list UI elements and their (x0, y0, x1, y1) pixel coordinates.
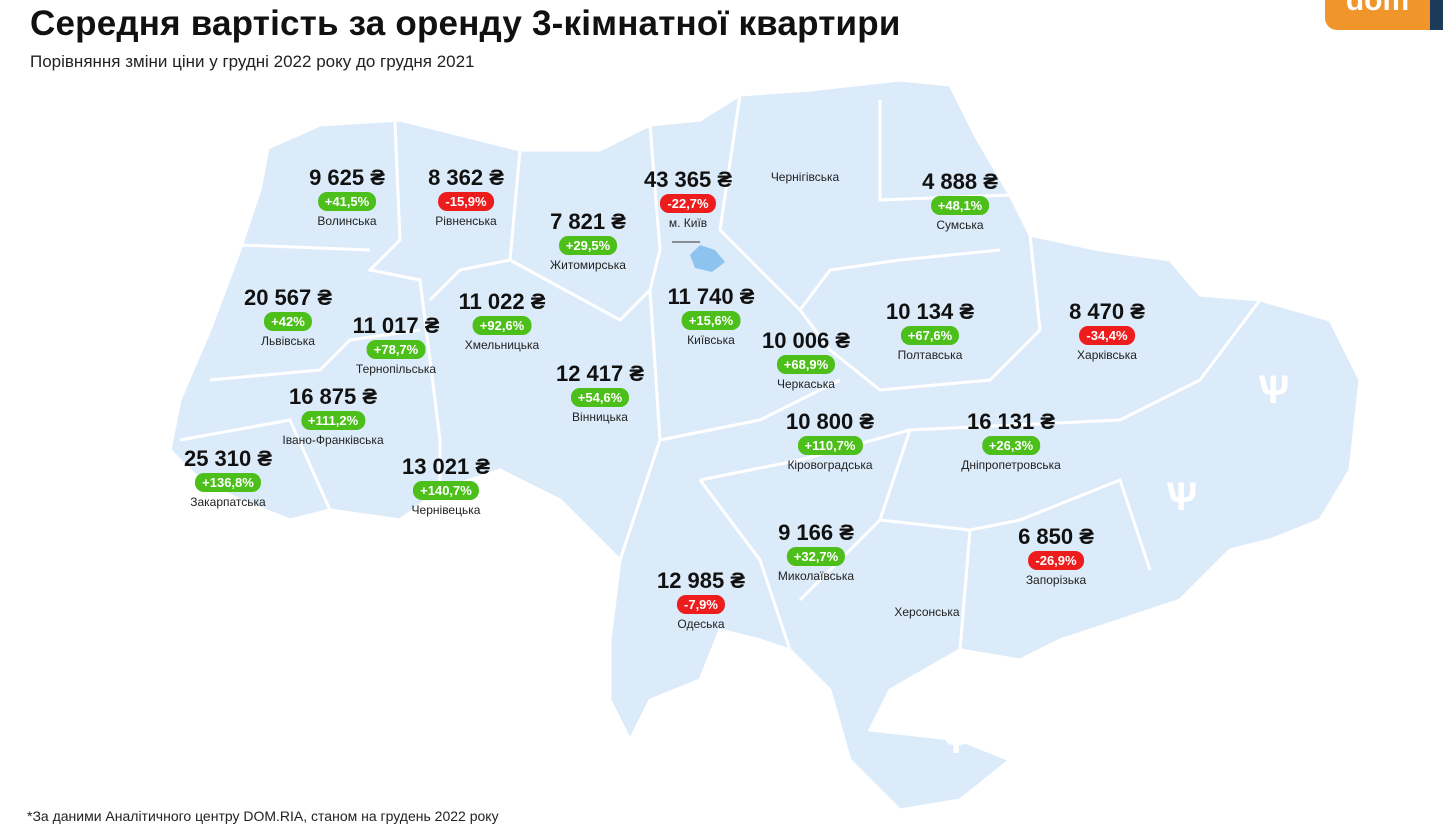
dom-ria-logo: dom (1325, 0, 1430, 30)
kyiv-city-shape (690, 245, 725, 272)
region-name: Сумська (936, 218, 984, 232)
change-badge: +41,5% (317, 192, 377, 211)
region-label: 9 166 ₴ +32,7% Миколаївська (777, 520, 855, 584)
region-label: 25 310 ₴ +136,8% Закарпатська (183, 446, 273, 510)
region-name: Чернівецька (411, 503, 481, 517)
region-name: Полтавська (897, 348, 963, 362)
change-badge: +68,9% (776, 355, 836, 374)
region-label: 8 362 ₴ -15,9% Рівненська (428, 165, 504, 229)
region-price: 25 310 ₴ (183, 446, 273, 471)
region-price: 8 470 ₴ (1069, 299, 1145, 324)
region-label: 13 021 ₴ +140,7% Чернівецька (401, 454, 491, 518)
change-badge: +15,6% (681, 311, 741, 330)
change-badge: -7,9% (677, 595, 725, 614)
region-name: Рівненська (435, 214, 497, 228)
region-price: 9 166 ₴ (778, 520, 854, 545)
region-label: 10 800 ₴ +110,7% Кіровоградська (785, 409, 875, 473)
change-badge: +54,6% (570, 388, 630, 407)
region-label: 11 022 ₴ +92,6% Хмельницька (458, 289, 546, 353)
region-name: Дніпропетровська (961, 458, 1061, 472)
region-name: Львівська (261, 334, 315, 348)
region-name: Тернопільська (355, 362, 437, 376)
region-price: 43 365 ₴ (643, 167, 733, 192)
region-label: 12 417 ₴ +54,6% Вінницька (555, 361, 645, 425)
region-price: 6 850 ₴ (1018, 524, 1094, 549)
region-label: 16 131 ₴ +26,3% Дніпропетровська (961, 409, 1061, 473)
change-badge: +92,6% (472, 316, 532, 335)
change-badge: -15,9% (438, 192, 494, 211)
region-label-chernihiv: Чернігівська (770, 170, 840, 184)
region-name: Запорізька (1025, 573, 1087, 587)
region-name: Харківська (1077, 348, 1137, 362)
region-price: 11 022 ₴ (458, 289, 546, 314)
region-name: Житомирська (550, 258, 626, 272)
change-badge: -26,9% (1028, 551, 1084, 570)
region-name: Київська (687, 333, 735, 347)
region-label: 16 875 ₴ +111,2% Івано-Франківська (282, 384, 384, 448)
change-badge: +32,7% (786, 547, 846, 566)
region-label: 10 006 ₴ +68,9% Черкаська (761, 328, 851, 392)
region-label: 11 740 ₴ +15,6% Київська (667, 284, 755, 348)
region-price: 8 362 ₴ (428, 165, 504, 190)
change-badge: +136,8% (195, 473, 261, 492)
region-price: 12 985 ₴ (656, 568, 746, 593)
page-subtitle: Порівняння зміни ціни у грудні 2022 року… (30, 52, 475, 71)
region-price: 7 821 ₴ (550, 209, 626, 234)
region-name: Вінницька (572, 410, 628, 424)
change-badge: -34,4% (1079, 326, 1135, 345)
region-price: 16 131 ₴ (966, 409, 1056, 434)
footnote: *За даними Аналітичного центру DOM.RIA, … (27, 808, 499, 824)
change-badge: +29,5% (558, 236, 618, 255)
region-label: 9 625 ₴ +41,5% Волинська (309, 165, 385, 229)
change-badge: +140,7% (413, 481, 479, 500)
region-name: Волинська (317, 214, 377, 228)
region-label-kherson: Херсонська (894, 605, 960, 619)
change-badge: -22,7% (660, 194, 716, 213)
change-badge: +111,2% (300, 411, 366, 430)
region-label: 12 985 ₴ -7,9% Одеська (656, 568, 746, 632)
region-price: 10 134 ₴ (885, 299, 975, 324)
change-badge: +67,6% (900, 326, 960, 345)
region-price: 4 888 ₴ (922, 169, 998, 194)
change-badge: +26,3% (981, 436, 1041, 455)
region-name: м. Київ (668, 216, 708, 230)
region-price: 11 740 ₴ (667, 284, 755, 309)
ukraine-outline (168, 78, 1362, 812)
region-price: 12 417 ₴ (555, 361, 645, 386)
region-price: 9 625 ₴ (309, 165, 385, 190)
region-label: 4 888 ₴ +48,1% Сумська (922, 169, 998, 233)
region-name: Івано-Франківська (282, 433, 384, 447)
region-price: 16 875 ₴ (288, 384, 378, 409)
trident-icon: Ѱ (940, 718, 973, 762)
region-label: 11 017 ₴ +78,7% Тернопільська (352, 313, 440, 377)
trident-icon: Ѱ (1257, 368, 1290, 412)
change-badge: +48,1% (930, 196, 990, 215)
region-price: 10 006 ₴ (761, 328, 851, 353)
region-name: Кіровоградська (787, 458, 873, 472)
trident-icon: Ѱ (1165, 475, 1198, 519)
change-badge: +42% (264, 312, 312, 331)
region-price: 13 021 ₴ (401, 454, 491, 479)
region-name: Миколаївська (777, 569, 855, 583)
region-name: Одеська (677, 617, 725, 631)
region-name: Черкаська (777, 377, 835, 391)
region-label: 10 134 ₴ +67,6% Полтавська (885, 299, 975, 363)
region-price: 11 017 ₴ (352, 313, 440, 338)
page-title: Середня вартість за оренду 3-кімнатної к… (30, 4, 901, 43)
region-label: 43 365 ₴ -22,7% м. Київ (643, 167, 733, 231)
change-badge: +78,7% (366, 340, 426, 359)
region-name: Закарпатська (190, 495, 266, 509)
region-label: 6 850 ₴ -26,9% Запорізька (1018, 524, 1094, 588)
logo-dark-segment (1430, 0, 1443, 30)
region-label: 20 567 ₴ +42% Львівська (243, 285, 333, 349)
region-price: 20 567 ₴ (243, 285, 333, 310)
region-name: Хмельницька (464, 338, 540, 352)
region-label: 8 470 ₴ -34,4% Харківська (1069, 299, 1145, 363)
region-label: 7 821 ₴ +29,5% Житомирська (550, 209, 626, 273)
change-badge: +110,7% (797, 436, 863, 455)
region-price: 10 800 ₴ (785, 409, 875, 434)
